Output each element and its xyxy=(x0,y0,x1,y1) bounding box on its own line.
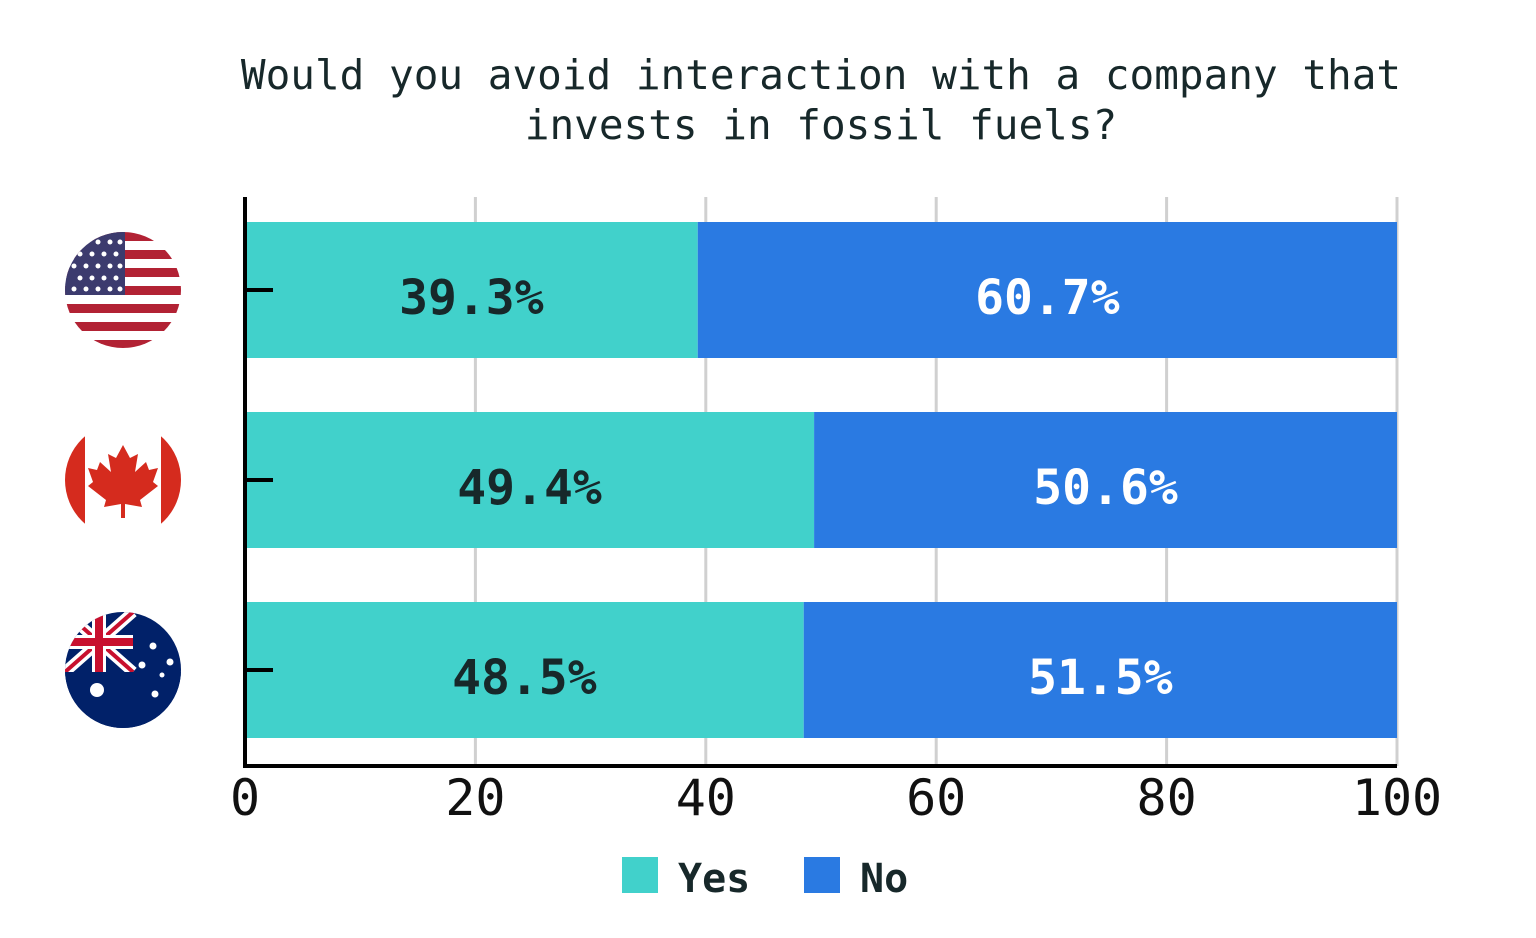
data-label: 39.3% xyxy=(399,270,544,326)
bar-segment xyxy=(814,412,1397,548)
legend-swatch xyxy=(622,857,658,893)
flag-australia xyxy=(65,612,181,728)
x-tick-label: 40 xyxy=(676,769,736,827)
x-tick-label: 20 xyxy=(445,769,505,827)
data-label: 51.5% xyxy=(1028,650,1173,706)
x-tick-label: 100 xyxy=(1352,769,1442,827)
bar-segment xyxy=(245,602,804,738)
legend-swatch xyxy=(804,857,840,893)
data-label: 50.6% xyxy=(1033,460,1178,516)
flag-canada xyxy=(65,422,181,538)
bar-segment xyxy=(803,602,1397,738)
bar-segment xyxy=(245,412,815,548)
x-tick-label: 80 xyxy=(1136,769,1196,827)
x-tick-label: 0 xyxy=(230,769,260,827)
data-label: 49.4% xyxy=(457,460,602,516)
data-label: 60.7% xyxy=(975,270,1120,326)
chart-title: Would you avoid interaction with a compa… xyxy=(240,51,1402,149)
legend-label: No xyxy=(860,856,908,902)
x-tick-label: 60 xyxy=(906,769,966,827)
bar-segment xyxy=(245,222,698,358)
data-label: 48.5% xyxy=(452,650,597,706)
legend-label: Yes xyxy=(678,856,750,902)
flag-us xyxy=(65,232,181,348)
bar-segment xyxy=(697,222,1397,358)
